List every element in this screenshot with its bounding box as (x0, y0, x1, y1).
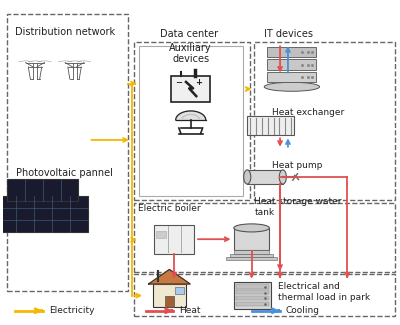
Bar (234, 282, 271, 309)
Text: +: + (195, 78, 202, 87)
Bar (236, 296, 269, 300)
Bar (154, 225, 194, 254)
Polygon shape (176, 111, 206, 120)
Bar (156, 231, 166, 238)
Bar (247, 170, 283, 184)
Bar (175, 287, 184, 294)
Bar (138, 46, 243, 196)
Text: Electrical and
thermal load in park: Electrical and thermal load in park (278, 282, 370, 302)
Text: Cooling: Cooling (286, 306, 320, 315)
Bar (236, 284, 269, 289)
Ellipse shape (279, 170, 286, 184)
Text: −: − (175, 78, 182, 87)
Bar (134, 274, 395, 316)
Text: Heat pump: Heat pump (272, 161, 322, 170)
Bar (226, 257, 277, 260)
Bar (236, 302, 269, 306)
Bar (230, 254, 273, 257)
Bar (234, 251, 269, 254)
Bar (268, 59, 316, 70)
Bar (247, 116, 294, 136)
Bar (165, 296, 174, 307)
Ellipse shape (244, 170, 251, 184)
Bar (268, 47, 316, 58)
Bar (7, 179, 78, 201)
Text: Distribution network: Distribution network (14, 27, 115, 37)
Bar (171, 76, 210, 102)
Bar (234, 228, 269, 251)
Bar (236, 290, 269, 294)
Bar (254, 42, 395, 200)
Ellipse shape (234, 224, 269, 232)
Ellipse shape (264, 82, 320, 91)
Text: Electric boiler: Electric boiler (138, 204, 200, 213)
Text: Photovoltaic pannel: Photovoltaic pannel (16, 168, 113, 178)
Bar (0, 196, 88, 232)
Text: Electricity: Electricity (49, 306, 94, 315)
Polygon shape (149, 269, 190, 284)
Text: Data center: Data center (160, 29, 218, 39)
Bar (7, 14, 128, 292)
Text: IT devices: IT devices (264, 29, 313, 39)
Text: Auxiliary
devices: Auxiliary devices (170, 43, 212, 64)
Bar (268, 72, 316, 82)
Bar (134, 203, 395, 272)
Bar (152, 284, 186, 307)
Bar (134, 42, 250, 200)
Text: Heat storage water
tank: Heat storage water tank (254, 197, 342, 217)
Text: Heat: Heat (179, 306, 201, 315)
Text: Heat exchanger: Heat exchanger (272, 108, 344, 117)
